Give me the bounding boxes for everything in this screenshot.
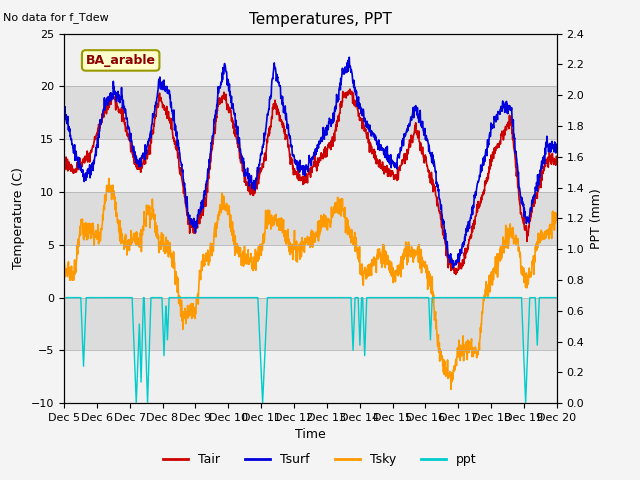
Bar: [64, 245, 557, 298]
Bar: [64, 192, 557, 245]
Text: No data for f_Tdew: No data for f_Tdew: [3, 12, 109, 23]
Legend: Tair, Tsurf, Tsky, ppt: Tair, Tsurf, Tsky, ppt: [158, 448, 482, 471]
Bar: [64, 350, 557, 403]
Bar: [64, 298, 557, 350]
Text: Temperatures, PPT: Temperatures, PPT: [248, 12, 392, 27]
Text: BA_arable: BA_arable: [86, 54, 156, 67]
X-axis label: Time: Time: [295, 429, 326, 442]
Bar: [64, 86, 557, 139]
Y-axis label: Temperature (C): Temperature (C): [12, 168, 26, 269]
Bar: [64, 34, 557, 86]
Bar: [64, 139, 557, 192]
Y-axis label: PPT (mm): PPT (mm): [590, 188, 603, 249]
